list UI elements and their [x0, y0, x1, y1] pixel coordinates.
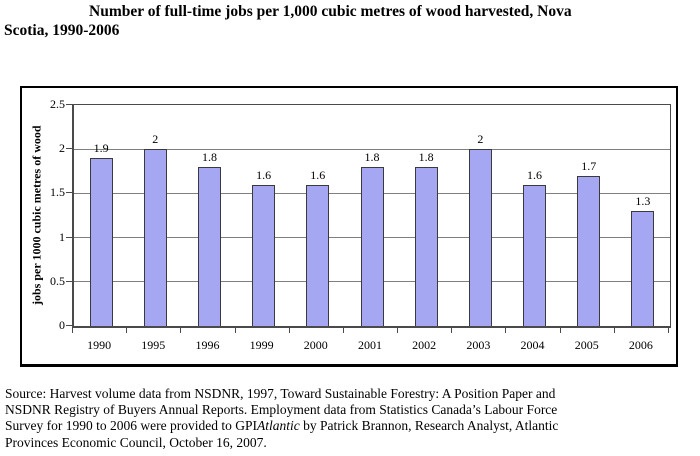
x-tick-mark	[397, 328, 399, 333]
source-line: Provinces Economic Council, October 16, …	[5, 434, 267, 450]
x-tick-label: 2001	[357, 338, 382, 352]
gridline	[74, 148, 670, 150]
x-tick-label: 1999	[249, 338, 274, 352]
bar-value-label: 1.8	[201, 149, 217, 164]
y-tick-mark	[66, 192, 72, 194]
source-line: Survey for 1990 to 2006 were provided to…	[5, 418, 695, 434]
bar	[468, 149, 492, 326]
bar	[197, 166, 221, 326]
x-tick-label: 2005	[574, 338, 599, 352]
bar	[523, 184, 547, 326]
bar	[252, 184, 276, 326]
y-tick-mark	[66, 236, 72, 238]
x-tick-label: 1990	[87, 338, 112, 352]
source-note: Source: Harvest volume data from NSDNR, …	[5, 386, 695, 452]
bar-value-label: 2	[152, 132, 159, 147]
bar	[89, 158, 113, 326]
x-tick-mark	[342, 328, 344, 333]
page-title-line2: Scotia, 1990-2006	[4, 21, 120, 39]
y-tick-mark	[66, 148, 72, 150]
bar-value-label: 1.6	[256, 167, 272, 182]
x-tick-label: 2006	[628, 338, 653, 352]
source-line3-italic: Atlantic	[256, 418, 300, 434]
bar-value-label: 1.9	[93, 141, 109, 156]
y-tick-label: 0	[59, 318, 65, 332]
y-tick-mark	[66, 104, 72, 105]
bar	[143, 149, 167, 326]
chart-frame: jobs per 1000 cubic metres of wood 1.9 2 1…	[20, 86, 678, 367]
bar-value-label: 1.6	[527, 167, 543, 182]
y-tick-mark	[66, 325, 72, 326]
x-tick-mark	[234, 328, 236, 333]
x-tick-mark	[505, 328, 507, 333]
bar	[577, 175, 601, 326]
x-tick-label: 1996	[195, 338, 220, 352]
y-tick-mark	[66, 280, 72, 282]
source-line3-post: by Patrick Brannon, Research Analyst, At…	[299, 418, 559, 434]
bar-value-label: 1.8	[418, 149, 434, 164]
x-tick-mark	[668, 328, 669, 333]
y-axis-title: jobs per 1000 cubic metres of wood	[29, 125, 44, 306]
y-tick-label: 2	[59, 141, 65, 156]
page-title: Number of full-time jobs per 1,000 cubic…	[4, 3, 696, 40]
bar-value-label: 1.7	[581, 158, 597, 173]
x-tick-label: 2000	[303, 338, 328, 352]
x-tick-label: 2002	[412, 338, 437, 352]
source-line3-pre: Survey for 1990 to 2006 were provided to…	[5, 418, 257, 434]
x-tick-label: 2003	[466, 338, 491, 352]
bar-value-label: 1.8	[364, 149, 380, 164]
x-tick-mark	[613, 328, 615, 333]
bar	[306, 184, 330, 326]
bar-value-label: 1.3	[635, 194, 651, 209]
bar	[631, 211, 655, 326]
plot-area: 1.9 2 1.8 1.6 1.6 1.8 1.8 2 1.6 1.7 1.3	[72, 104, 671, 328]
x-tick-mark	[288, 328, 290, 333]
bar	[360, 166, 384, 326]
x-tick-label: 2004	[520, 338, 545, 352]
y-tick-label: 2.5	[50, 97, 65, 111]
source-line: Source: Harvest volume data from NSDNR, …	[5, 385, 556, 401]
x-tick-mark	[451, 328, 453, 333]
x-tick-mark	[72, 328, 73, 333]
x-tick-mark	[180, 328, 182, 333]
bar-value-label: 1.6	[310, 167, 326, 182]
source-line: NSDNR Registry of Buyers Annual Reports.…	[5, 401, 558, 417]
y-tick-label: 1.5	[50, 185, 65, 200]
bar-value-label: 2	[477, 132, 484, 147]
x-tick-label: 1995	[141, 338, 166, 352]
y-tick-label: 0.5	[50, 273, 65, 288]
bar	[414, 166, 438, 326]
page-title-line1: Number of full-time jobs per 1,000 cubic…	[89, 3, 572, 20]
x-tick-mark	[126, 328, 128, 333]
y-tick-label: 1	[59, 229, 65, 244]
x-tick-mark	[559, 328, 561, 333]
